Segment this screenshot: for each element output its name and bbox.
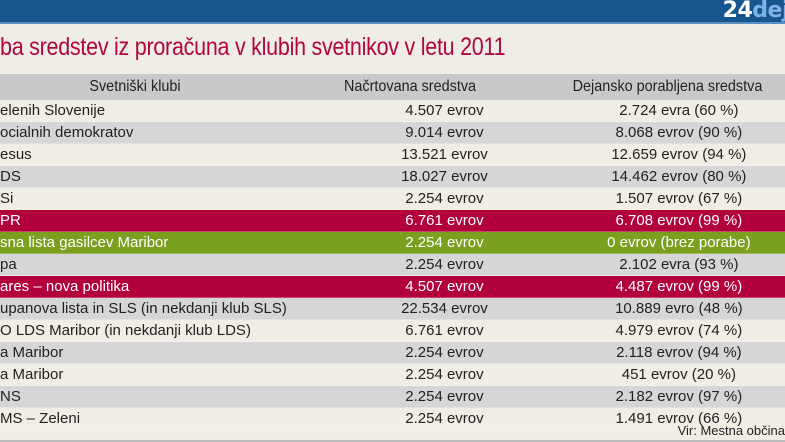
page-title: ba sredstev iz proračuna v klubih svetni…	[0, 33, 506, 61]
actual-spent: 1.507 evrov (67 %)	[615, 190, 743, 207]
table-row: Si 2.254 evrov 1.507 evrov (67 %)	[0, 188, 785, 210]
club-name: upanova lista in SLS (in nekdanji klub S…	[0, 300, 287, 317]
planned-funds: 2.254 evrov	[405, 256, 484, 273]
club-name: elenih Slovenije	[0, 102, 106, 119]
logo-number: 24	[722, 0, 753, 23]
planned-funds: 2.254 evrov	[405, 190, 484, 207]
club-name: DS	[0, 168, 21, 185]
table-row: pa 2.254 evrov 2.102 evra (93 %)	[0, 254, 785, 276]
table-header: Svetniški klubi Načrtovana sredstva Deja…	[0, 74, 785, 100]
table-row: a Maribor 2.254 evrov 2.118 evrov (94 %)	[0, 342, 785, 364]
planned-funds: 18.027 evrov	[401, 168, 488, 185]
actual-spent: 6.708 evrov (99 %)	[615, 212, 743, 229]
top-bar: 24dej	[0, 0, 785, 24]
actual-spent: 8.068 evrov (90 %)	[615, 124, 743, 141]
table-row: a Maribor 2.254 evrov 451 evrov (20 %)	[0, 364, 785, 386]
planned-funds: 2.254 evrov	[405, 366, 484, 383]
table-row: DS 18.027 evrov 14.462 evrov (80 %)	[0, 166, 785, 188]
table-row: ares – nova politika 4.507 evrov 4.487 evr…	[0, 276, 785, 298]
club-name: NS	[0, 388, 21, 405]
planned-funds: 2.254 evrov	[405, 388, 484, 405]
planned-funds: 4.507 evrov	[405, 102, 484, 119]
header-actual: Dejansko porabljena sredstva	[572, 78, 763, 95]
source-note: Vir: Mestna občina	[677, 423, 785, 438]
planned-funds: 4.507 evrov	[405, 278, 484, 295]
actual-spent: 2.118 evrov (94 %)	[616, 344, 742, 361]
header-clubs: Svetniški klubi	[89, 78, 181, 95]
planned-funds: 6.761 evrov	[405, 322, 484, 339]
club-name: a Maribor	[0, 366, 64, 383]
table-row: upanova lista in SLS (in nekdanji klub S…	[0, 298, 785, 320]
table-row: MS – Zeleni 2.254 evrov 1.491 evrov (66 %)	[0, 408, 785, 430]
club-name: Si	[0, 190, 14, 207]
club-name: a Maribor	[0, 344, 64, 361]
table-row: PR 6.761 evrov 6.708 evrov (99 %)	[0, 210, 785, 232]
planned-funds: 6.761 evrov	[405, 212, 484, 229]
budget-table: Svetniški klubi Načrtovana sredstva Deja…	[0, 74, 785, 430]
club-name: esus	[0, 146, 32, 163]
club-name: PR	[0, 212, 21, 229]
table-row: esus 13.521 evrov 12.659 evrov (94 %)	[0, 144, 785, 166]
planned-funds: 22.534 evrov	[401, 300, 488, 317]
actual-spent: 10.889 evro (48 %)	[615, 300, 743, 317]
club-name: ocialnih demokratov	[0, 124, 134, 141]
actual-spent: 2.182 evrov (97 %)	[615, 388, 743, 405]
table-row: O LDS Maribor (in nekdanji klub LDS) 6.76…	[0, 320, 785, 342]
logo-word: dej	[752, 0, 785, 23]
logo: 24dej	[723, 0, 785, 23]
club-name: pa	[0, 256, 17, 273]
table-row: NS 2.254 evrov 2.182 evrov (97 %)	[0, 386, 785, 408]
actual-spent: 2.724 evra (60 %)	[619, 102, 739, 119]
actual-spent: 451 evrov (20 %)	[621, 366, 736, 383]
club-name: MS – Zeleni	[0, 410, 81, 427]
planned-funds: 13.521 evrov	[401, 146, 488, 163]
planned-funds: 9.014 evrov	[405, 124, 484, 141]
divider	[0, 440, 785, 442]
actual-spent: 4.979 evrov (74 %)	[615, 322, 743, 339]
actual-spent: 14.462 evrov (80 %)	[611, 168, 747, 185]
planned-funds: 2.254 evrov	[405, 344, 484, 361]
planned-funds: 2.254 evrov	[405, 234, 484, 251]
actual-spent: 12.659 evrov (94 %)	[611, 146, 747, 163]
header-planned: Načrtovana sredstva	[343, 78, 477, 95]
actual-spent: 0 evrov (brez porabe)	[607, 234, 751, 251]
actual-spent: 1.491 evrov (66 %)	[615, 410, 743, 427]
table-row: sna lista gasilcev Maribor 2.254 evrov 0 e…	[0, 232, 785, 254]
club-name: O LDS Maribor (in nekdanji klub LDS)	[0, 322, 251, 339]
club-name: ares – nova politika	[0, 278, 130, 295]
table-row: elenih Slovenije 4.507 evrov 2.724 evra (6…	[0, 100, 785, 122]
actual-spent: 4.487 evrov (99 %)	[615, 278, 743, 295]
table-row: ocialnih demokratov 9.014 evrov 8.068 evro…	[0, 122, 785, 144]
actual-spent: 2.102 evra (93 %)	[619, 256, 739, 273]
club-name: sna lista gasilcev Maribor	[0, 234, 169, 251]
planned-funds: 2.254 evrov	[405, 410, 484, 427]
